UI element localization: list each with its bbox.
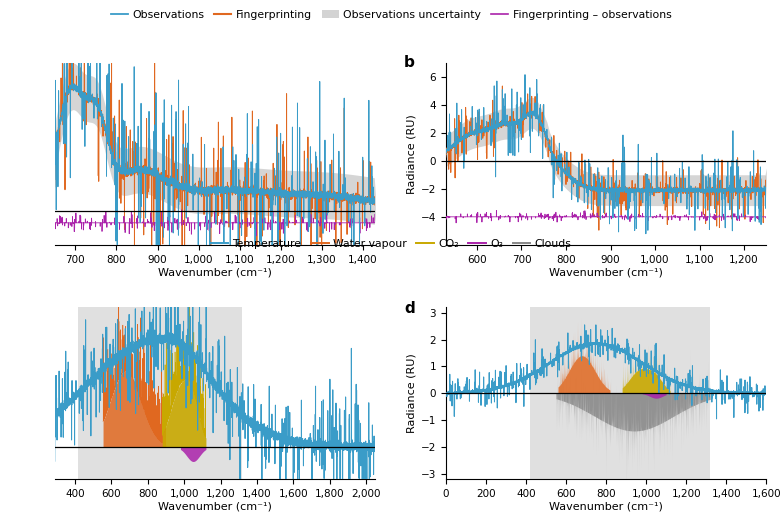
Y-axis label: Radiance (RU): Radiance (RU): [407, 353, 417, 433]
X-axis label: Wavenumber (cm⁻¹): Wavenumber (cm⁻¹): [158, 502, 272, 512]
X-axis label: Wavenumber (cm⁻¹): Wavenumber (cm⁻¹): [549, 267, 663, 277]
Text: d: d: [404, 301, 414, 316]
X-axis label: Wavenumber (cm⁻¹): Wavenumber (cm⁻¹): [549, 502, 663, 512]
Bar: [530, 307, 710, 479]
Y-axis label: Radiance (RU): Radiance (RU): [407, 114, 417, 194]
Bar: [78, 307, 242, 479]
X-axis label: Wavenumber (cm⁻¹): Wavenumber (cm⁻¹): [158, 267, 272, 277]
Legend: Observations, Fingerprinting, Observations uncertainty, Fingerprinting – observa: Observations, Fingerprinting, Observatio…: [106, 5, 676, 24]
Text: b: b: [404, 55, 415, 70]
Legend: Temperature, Water vapour, CO₂, O₃, Clouds: Temperature, Water vapour, CO₂, O₃, Clou…: [206, 234, 576, 253]
